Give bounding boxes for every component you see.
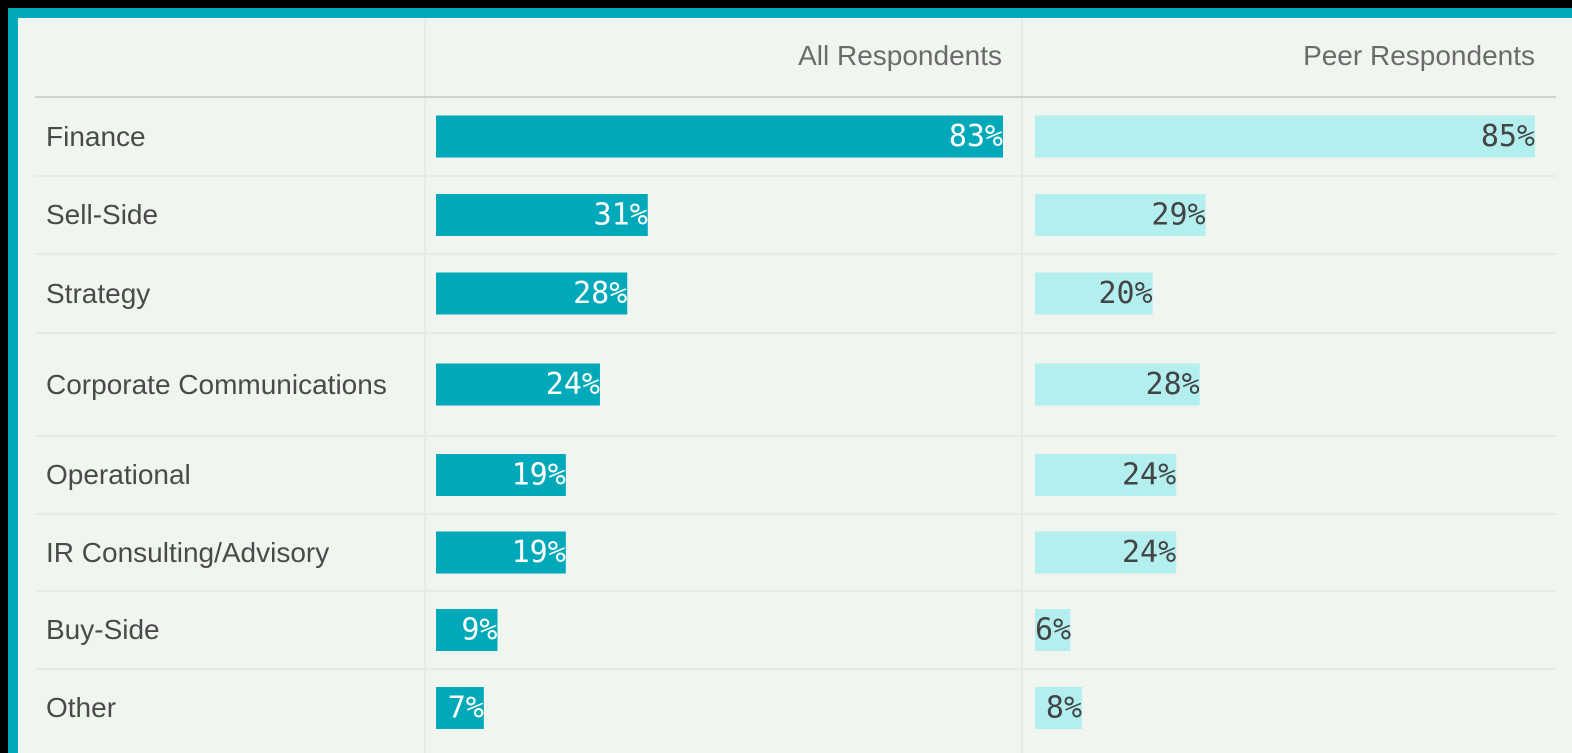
value-label: 85% bbox=[1481, 119, 1535, 154]
row-label: Finance bbox=[46, 120, 146, 152]
value-label: 28% bbox=[573, 276, 627, 311]
value-label: 24% bbox=[1122, 535, 1176, 570]
value-label: 7% bbox=[448, 691, 484, 726]
row-label: Operational bbox=[46, 459, 191, 490]
bar bbox=[1035, 115, 1535, 158]
bar bbox=[1035, 609, 1071, 651]
bar bbox=[436, 194, 648, 236]
row-label: Other bbox=[46, 692, 117, 723]
value-label: 24% bbox=[1122, 458, 1176, 493]
bar bbox=[436, 454, 566, 496]
value-label: 83% bbox=[949, 119, 1003, 154]
value-label: 31% bbox=[594, 198, 648, 233]
column-header: All Respondents bbox=[798, 40, 1002, 71]
bar bbox=[436, 609, 498, 651]
bar bbox=[436, 531, 566, 574]
bar bbox=[1035, 531, 1177, 574]
value-label: 8% bbox=[1046, 691, 1082, 726]
value-label: 28% bbox=[1146, 367, 1200, 402]
row-label: IR Consulting/Advisory bbox=[46, 536, 330, 568]
bar bbox=[1035, 194, 1206, 236]
value-label: 19% bbox=[512, 458, 566, 493]
row-label: Strategy bbox=[46, 277, 151, 309]
value-label: 29% bbox=[1151, 198, 1205, 233]
value-label: 6% bbox=[1035, 613, 1071, 648]
column-header: Peer Respondents bbox=[1303, 40, 1535, 71]
bar bbox=[436, 115, 1003, 158]
row-label: Sell-Side bbox=[46, 199, 159, 230]
value-label: 19% bbox=[512, 535, 566, 570]
bar bbox=[436, 687, 484, 729]
bar bbox=[436, 363, 600, 406]
bar bbox=[1035, 454, 1177, 496]
row-label: Corporate Communications bbox=[46, 368, 387, 400]
row-label: Buy-Side bbox=[46, 614, 160, 645]
value-label: 9% bbox=[461, 613, 497, 648]
value-label: 24% bbox=[546, 367, 600, 402]
bar bbox=[436, 272, 628, 315]
value-label: 20% bbox=[1098, 276, 1152, 311]
bar bbox=[1035, 272, 1153, 315]
bar bbox=[1035, 363, 1200, 406]
bar bbox=[1035, 687, 1083, 729]
